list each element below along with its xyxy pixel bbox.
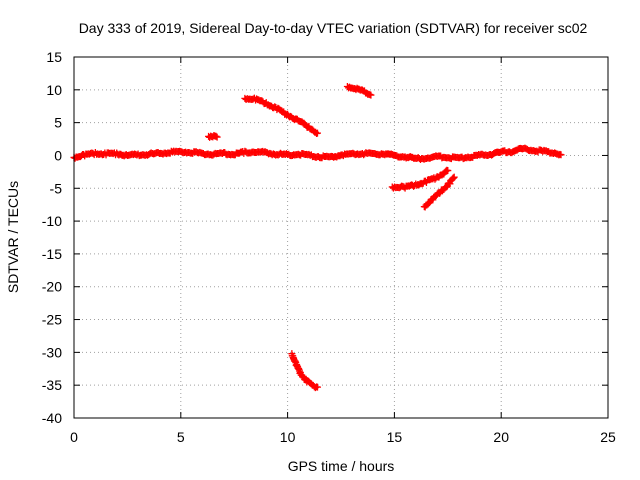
data-point-marker <box>213 133 221 141</box>
data-point-marker <box>557 151 565 159</box>
y-tick-label: -5 <box>50 180 63 196</box>
grid-lines <box>74 57 608 418</box>
x-tick-label: 15 <box>387 429 403 445</box>
data-point-marker <box>367 91 375 99</box>
y-axis-ticks: -40 -35 -30 -25 -20 -15 -10 -5 0 5 10 15 <box>42 49 608 426</box>
y-tick-label: -20 <box>42 279 62 295</box>
x-tick-label: 0 <box>70 429 78 445</box>
data-point-marker <box>450 173 458 181</box>
data-point-marker <box>314 129 322 137</box>
x-tick-label: 5 <box>177 429 185 445</box>
x-axis-ticks: 0 5 10 15 20 25 <box>70 57 616 445</box>
y-axis-label: SDTVAR / TECUs <box>5 181 21 293</box>
data-point-marker <box>212 132 220 140</box>
data-point-marker <box>314 383 322 391</box>
y-tick-label: 10 <box>46 82 62 98</box>
x-tick-label: 10 <box>280 429 296 445</box>
chart-title: Day 333 of 2019, Sidereal Day-to-day VTE… <box>79 20 588 36</box>
y-tick-label: -15 <box>42 246 62 262</box>
y-tick-label: 0 <box>54 147 62 163</box>
y-tick-label: -40 <box>42 410 62 426</box>
y-tick-label: -25 <box>42 312 62 328</box>
data-points <box>70 83 565 392</box>
y-tick-label: 15 <box>46 49 62 65</box>
data-point-marker <box>444 167 452 175</box>
plot-frame <box>73 56 609 419</box>
x-axis-label: GPS time / hours <box>288 458 395 474</box>
y-tick-label: -30 <box>42 344 62 360</box>
y-tick-label: -35 <box>42 377 62 393</box>
x-tick-label: 20 <box>493 429 509 445</box>
y-tick-label: -10 <box>42 213 62 229</box>
y-tick-label: 5 <box>54 115 62 131</box>
x-tick-label: 25 <box>600 429 616 445</box>
data-point-marker <box>443 183 451 191</box>
